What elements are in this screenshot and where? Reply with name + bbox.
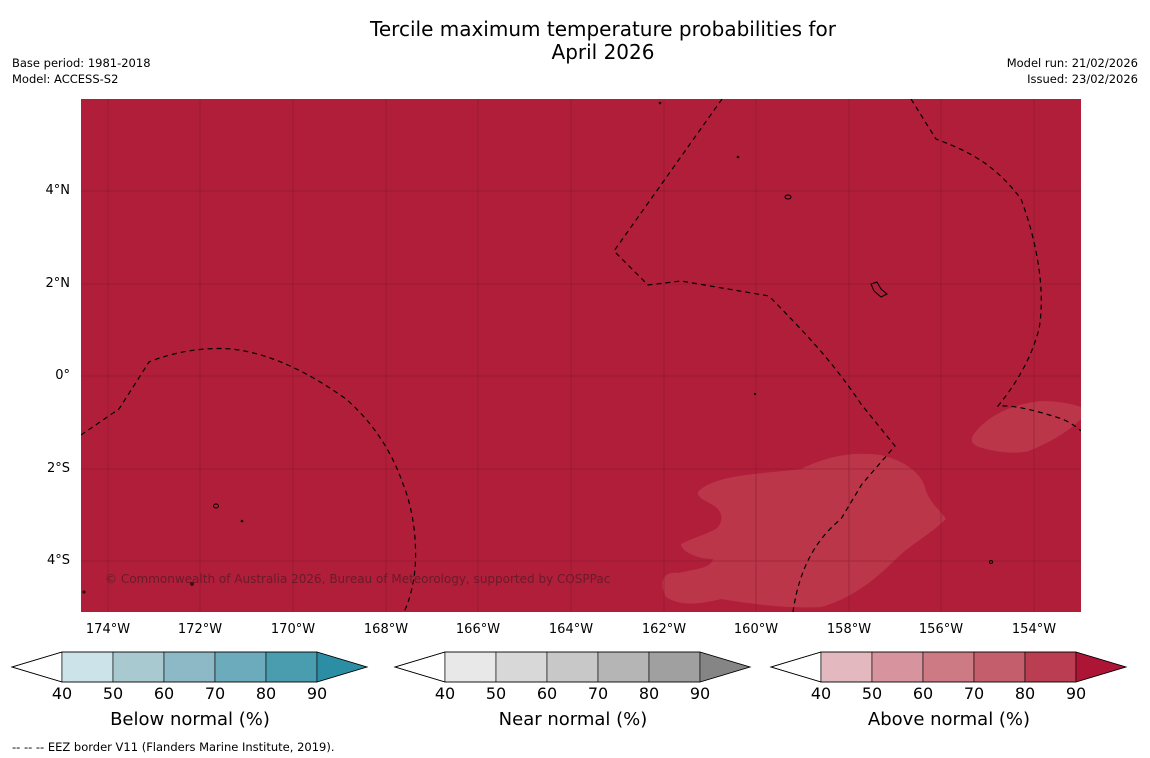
colorbar-above-title: Above normal (%) [867, 709, 1031, 730]
lat-label-2n: 2°N [45, 276, 71, 291]
title-line-1: Tercile maximum temperature probabilitie… [370, 17, 836, 41]
cb-tick: 50 [102, 684, 124, 703]
colorbar-below-bin [61, 651, 114, 683]
colorbar-above-bin [1024, 651, 1077, 683]
island [213, 503, 219, 509]
cb-tick: 70 [963, 684, 985, 703]
island [240, 519, 244, 523]
map-svg [81, 99, 1081, 612]
model-run: Model run: 21/02/2026 [1006, 56, 1138, 70]
colorbar-below-low-extend [10, 651, 63, 683]
light-patch-east [971, 401, 1081, 453]
cb-tick: 90 [1065, 684, 1087, 703]
title-line-2: April 2026 [551, 40, 655, 64]
eez-footnote: -- -- -- EEZ border V11 (Flanders Marine… [12, 740, 335, 754]
issued-date: Issued: 23/02/2026 [1027, 72, 1138, 86]
eez-borders [81, 99, 1081, 612]
colorbars [10, 651, 1128, 683]
lon-label-174w: 174°W [85, 622, 131, 637]
lat-label-4s: 4°S [46, 553, 70, 568]
lon-label-160w: 160°W [733, 622, 779, 637]
cb-tick: 50 [861, 684, 883, 703]
colorbar-above-bin [922, 651, 975, 683]
cb-tick: 80 [255, 684, 277, 703]
lon-label-158w: 158°W [826, 622, 872, 637]
meta-right: Model run: 21/02/2026 Issued: 23/02/2026 [1007, 55, 1138, 87]
colorbar-near-bin [597, 651, 650, 683]
lon-label-164w: 164°W [548, 622, 594, 637]
cb-tick: 90 [306, 684, 328, 703]
colorbar-above-bin [973, 651, 1026, 683]
lon-label-154w: 154°W [1011, 622, 1057, 637]
colorbar-above-high-extend [1075, 651, 1128, 683]
base-period: Base period: 1981-2018 [12, 56, 151, 70]
map-area[interactable] [81, 99, 1081, 612]
graticule [81, 99, 1081, 612]
cb-tick: 40 [810, 684, 832, 703]
lon-label-168w: 168°W [363, 622, 409, 637]
colorbar-below-title: Below normal (%) [110, 709, 270, 730]
probability-fill [81, 99, 1081, 612]
island [190, 582, 194, 586]
lon-label-170w: 170°W [270, 622, 316, 637]
island [870, 281, 888, 298]
colorbar-below-bin [163, 651, 216, 683]
colorbar-below-high-extend [316, 651, 369, 683]
colorbar-near-title: Near normal (%) [498, 709, 648, 730]
lat-label-4n: 4°N [45, 183, 71, 198]
colorbar-near [393, 651, 752, 683]
cb-tick: 40 [51, 684, 73, 703]
cb-tick: 90 [689, 684, 711, 703]
island [989, 560, 993, 564]
island [82, 590, 86, 594]
colorbar-below-bin [214, 651, 267, 683]
colorbar-above-low-extend [769, 651, 822, 683]
cb-tick: 70 [587, 684, 609, 703]
map-title: Tercile maximum temperature probabilitie… [0, 18, 1150, 64]
colorbar-near-high-extend [699, 651, 752, 683]
cb-tick: 80 [1014, 684, 1036, 703]
model-name: Model: ACCESS-S2 [12, 72, 119, 86]
lat-label-2s: 2°S [46, 461, 70, 476]
cb-tick: 70 [204, 684, 226, 703]
lon-label-172w: 172°W [177, 622, 223, 637]
colorbar-below-bin [112, 651, 165, 683]
islands [82, 101, 993, 594]
colorbar-above-bin [871, 651, 924, 683]
cb-tick: 40 [434, 684, 456, 703]
lon-label-166w: 166°W [455, 622, 501, 637]
cb-tick: 60 [536, 684, 558, 703]
lon-label-162w: 162°W [641, 622, 687, 637]
light-patch-south [662, 453, 946, 608]
cb-tick: 80 [638, 684, 660, 703]
cb-tick: 60 [912, 684, 934, 703]
island [753, 392, 757, 396]
island [658, 101, 662, 105]
colorbar-near-bin [546, 651, 599, 683]
meta-left: Base period: 1981-2018 Model: ACCESS-S2 [12, 55, 151, 87]
colorbar-below-bin [265, 651, 318, 683]
colorbar-near-low-extend [393, 651, 446, 683]
island [784, 194, 792, 200]
colorbar-below [10, 651, 369, 683]
copyright-notice: © Commonwealth of Australia 2026, Bureau… [105, 572, 611, 586]
colorbar-above [769, 651, 1128, 683]
colorbar-near-bin [495, 651, 548, 683]
lat-label-0: 0° [55, 368, 70, 383]
colorbar-near-bin [648, 651, 701, 683]
cb-tick: 60 [153, 684, 175, 703]
colorbar-above-bin [820, 651, 873, 683]
colorbar-near-bin [444, 651, 497, 683]
lon-label-156w: 156°W [918, 622, 964, 637]
island [736, 155, 740, 159]
cb-tick: 50 [485, 684, 507, 703]
